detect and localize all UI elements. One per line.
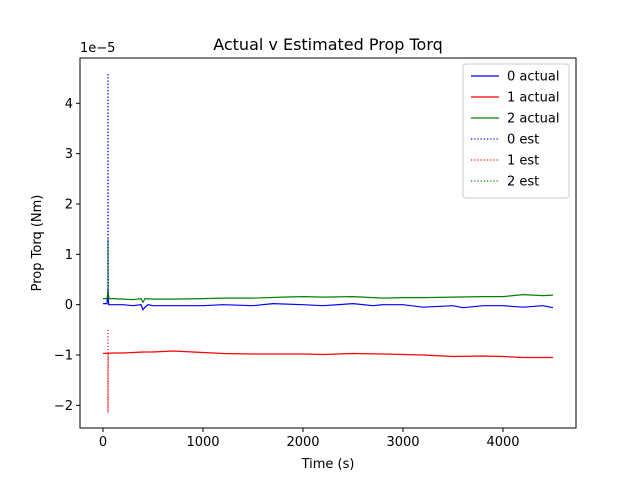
chart-title: Actual v Estimated Prop Torq bbox=[213, 35, 443, 54]
series-line-0-actual bbox=[103, 289, 554, 311]
series-line-2-actual bbox=[103, 291, 554, 304]
series-line-2-est bbox=[107, 239, 109, 300]
y-tick-label: 4 bbox=[65, 97, 73, 112]
y-tick-label: 3 bbox=[65, 147, 73, 162]
legend-label: 0 est bbox=[507, 133, 539, 148]
legend-label: 0 actual bbox=[507, 70, 559, 85]
y-axis-label: Prop Torq (Nm) bbox=[30, 195, 45, 292]
x-tick-label: 2000 bbox=[286, 435, 319, 450]
x-tick-label: 3000 bbox=[386, 435, 419, 450]
series-line-1-actual bbox=[102, 350, 553, 359]
x-axis: 0 1000 2000 3000 4000 bbox=[99, 428, 520, 450]
legend-label: 2 est bbox=[507, 175, 539, 190]
y-tick-label: −1 bbox=[54, 349, 73, 364]
x-axis-label: Time (s) bbox=[301, 457, 355, 472]
legend-label: 1 est bbox=[507, 154, 539, 169]
y-tick-label: 0 bbox=[65, 298, 73, 313]
x-tick-label: 0 bbox=[99, 435, 107, 450]
y-axis: −2 −1 0 1 2 3 4 bbox=[54, 97, 80, 414]
y-tick-label: −2 bbox=[54, 399, 73, 414]
x-tick-label: 1000 bbox=[186, 435, 219, 450]
legend-label: 2 actual bbox=[507, 112, 559, 127]
y-axis-offset-text: 1e−5 bbox=[80, 41, 115, 56]
x-tick-label: 4000 bbox=[486, 435, 519, 450]
legend: 0 actual 1 actual 2 actual 0 est 1 est 2 est bbox=[462, 63, 570, 199]
legend-label: 1 actual bbox=[507, 91, 559, 106]
plot-frame bbox=[79, 57, 577, 429]
y-tick-label: 2 bbox=[65, 197, 73, 212]
y-tick-label: 1 bbox=[65, 248, 73, 263]
series-layer bbox=[102, 73, 554, 413]
